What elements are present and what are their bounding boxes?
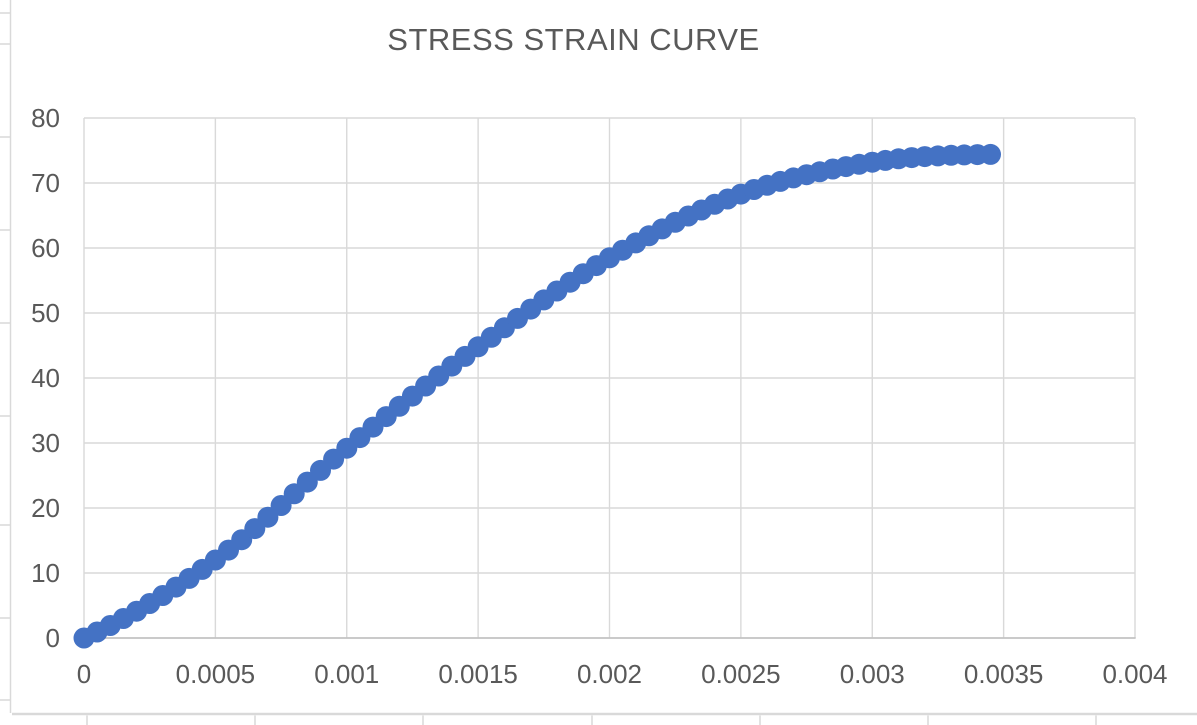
- x-tick-label: 0.0005: [176, 659, 256, 689]
- x-tick-label: 0.0035: [964, 659, 1044, 689]
- y-tick-label: 10: [31, 558, 60, 588]
- x-axis-tick-labels: 0 0.0005 0.001 0.0015 0.002 0.0025 0.003 0.0035…: [77, 659, 1168, 689]
- x-tick-label: 0.0015: [438, 659, 518, 689]
- x-tick-label: 0.002: [577, 659, 642, 689]
- y-tick-label: 0: [46, 623, 60, 653]
- x-tick-label: 0: [77, 659, 91, 689]
- plot-gridlines: [83, 117, 1136, 639]
- x-tick-label: 0.001: [314, 659, 379, 689]
- data-point[interactable]: [980, 143, 1001, 165]
- chart-title[interactable]: STRESS STRAIN CURVE: [387, 22, 760, 57]
- series-stress-strain[interactable]: [73, 143, 1002, 649]
- y-tick-label: 70: [31, 168, 60, 198]
- y-tick-label: 20: [31, 493, 60, 523]
- y-tick-label: 60: [31, 233, 60, 263]
- x-tick-label: 0.003: [840, 659, 905, 689]
- y-axis-tick-labels: 0 10 20 30 40 50 60 70 80: [31, 103, 60, 653]
- y-tick-label: 50: [31, 298, 60, 328]
- x-tick-label: 0.004: [1102, 659, 1167, 689]
- x-tick-label: 0.0025: [701, 659, 781, 689]
- y-tick-label: 40: [31, 363, 60, 393]
- y-tick-label: 80: [31, 103, 60, 133]
- y-tick-label: 30: [31, 428, 60, 458]
